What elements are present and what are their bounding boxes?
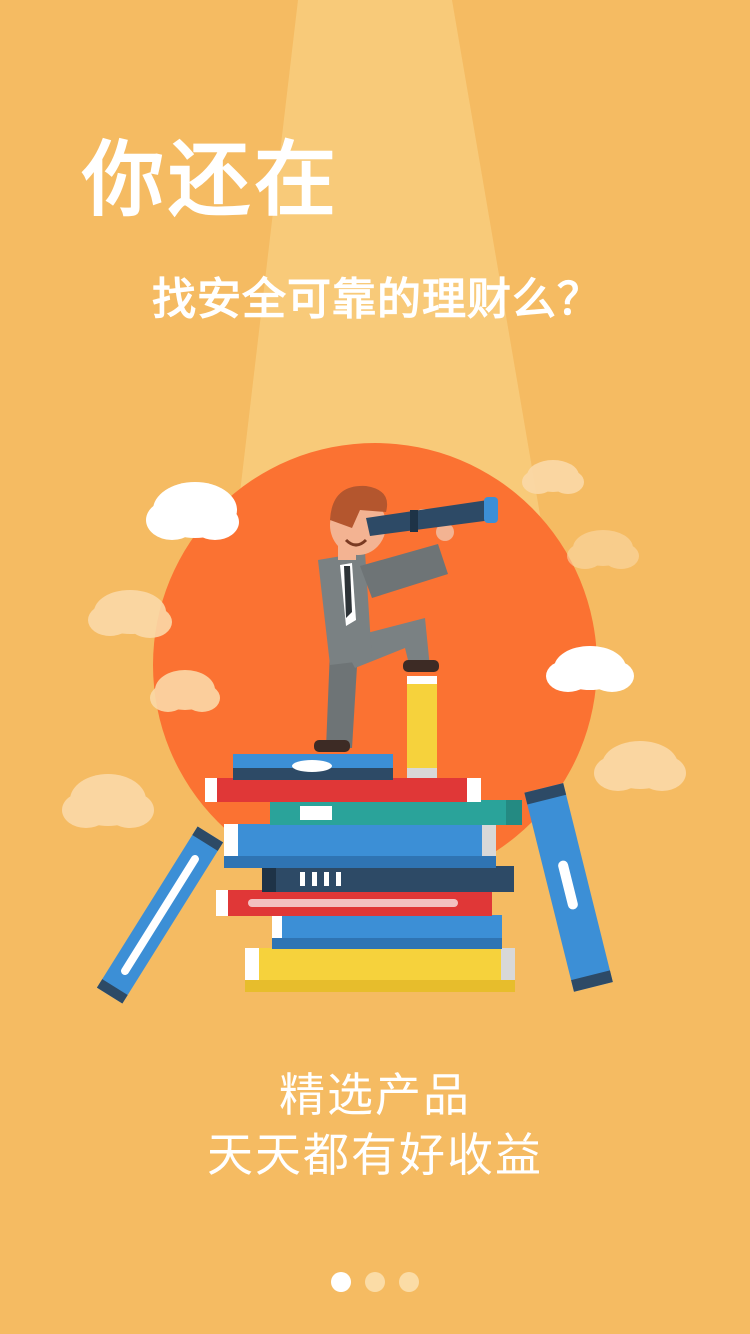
leaning-book-right — [524, 783, 613, 992]
hero-illustration — [62, 443, 686, 1004]
cloud-icon — [150, 670, 220, 712]
page-dot-1[interactable] — [331, 1272, 351, 1292]
tagline-line-1: 精选产品 — [279, 1068, 471, 1122]
tagline-line-2: 天天都有好收益 — [207, 1128, 543, 1182]
businessman-telescope — [314, 485, 498, 752]
page-dot-2[interactable] — [365, 1272, 385, 1292]
telescope-icon — [366, 497, 498, 536]
headline: 你还在 — [82, 133, 341, 228]
cloud-icon — [594, 741, 686, 791]
pencil-icon — [407, 676, 437, 778]
cloud-icon — [88, 590, 172, 638]
cloud-icon — [546, 646, 634, 692]
cloud-icon — [567, 530, 639, 569]
leaning-book-left — [96, 826, 224, 1004]
page-dot-3[interactable] — [399, 1272, 419, 1292]
book-stack — [205, 754, 522, 992]
cloud-icon — [146, 482, 239, 540]
cloud-icon — [62, 774, 154, 828]
page-indicator — [0, 1272, 750, 1292]
subheadline: 找安全可靠的理财么？ — [152, 274, 602, 325]
cloud-icon — [522, 460, 584, 494]
